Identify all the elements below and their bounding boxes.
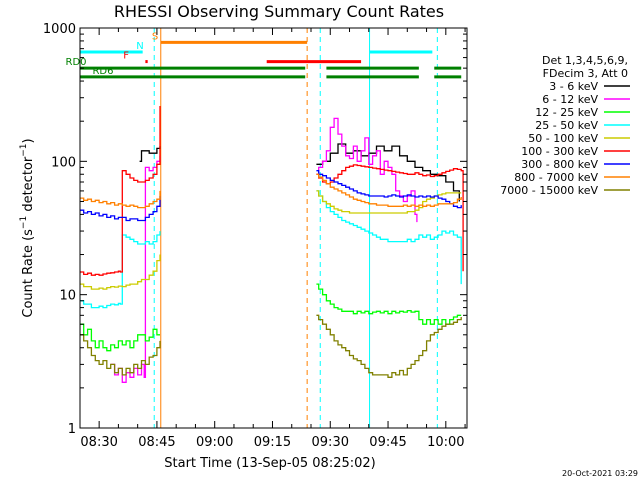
y-axis: 1 10 100 1000 (43, 22, 467, 437)
flag-bar-label: S (152, 31, 158, 42)
legend-entry-label: 800 - 7000 keV (514, 171, 598, 184)
y-tick-label: 1000 (43, 22, 76, 37)
y-tick-label: 10 (59, 289, 76, 304)
x-tick-label: 09:45 (369, 435, 406, 450)
legend-entry-label: 7000 - 15000 keV (500, 184, 598, 197)
y-axis-title-sup1: −1 (19, 216, 29, 229)
x-tick-label: 09:00 (196, 435, 233, 450)
legend-entry-label: 3 - 6 keV (549, 80, 598, 93)
series-line (80, 106, 161, 276)
x-tick-label: 08:30 (80, 435, 117, 450)
y-axis-title: Count Rate (s−1 detector−1) (19, 138, 36, 317)
series-line (316, 170, 462, 209)
plot-frame (79, 27, 468, 429)
series-line (316, 190, 462, 285)
series-line (316, 173, 462, 207)
series-line (316, 164, 464, 272)
x-tick-label: 09:15 (254, 435, 291, 450)
vertical-markers (153, 28, 438, 428)
legend-entry-label: 300 - 800 keV (521, 158, 598, 171)
plot-area: NS F RD0 RD6 (66, 28, 464, 428)
x-tick-label: 08:45 (138, 435, 175, 450)
series-lines (80, 106, 464, 383)
timestamp: 20-Oct-2021 03:29 (562, 469, 638, 478)
series-line (316, 314, 462, 378)
y-axis-title-end: ) (21, 138, 36, 143)
x-tick-label: 10:00 (427, 435, 464, 450)
series-line (80, 254, 161, 290)
flag-bar-label: F (123, 51, 129, 62)
flag-bar-label: RD6 (92, 66, 113, 77)
y-tick-label: 100 (51, 155, 76, 170)
series-line (139, 146, 161, 162)
y-axis-title-mid: detector (21, 156, 36, 216)
flag-bar-label: RD0 (66, 57, 87, 68)
legend-entry-label: 100 - 300 keV (521, 145, 598, 158)
y-axis-title-sup2: −1 (19, 143, 29, 156)
legend: Det 1,3,4,5,6,9,FDecim 3, Att 03 - 6 keV… (500, 54, 630, 197)
legend-header: Det 1,3,4,5,6,9, (542, 54, 628, 67)
y-axis-title-main: Count Rate (s (21, 229, 36, 318)
x-tick-label: 09:30 (312, 435, 349, 450)
x-axis-title: Start Time (13-Sep-05 08:25:02) (164, 456, 375, 471)
legend-entry-label: 25 - 50 keV (535, 119, 598, 132)
series-line (80, 328, 161, 376)
legend-entry-label: 6 - 12 keV (542, 93, 598, 106)
legend-entry-label: 12 - 25 keV (535, 106, 598, 119)
legend-entry-label: 50 - 100 keV (528, 132, 598, 145)
series-line (316, 283, 462, 325)
flag-bar-label: N (136, 41, 143, 52)
legend-header: FDecim 3, Att 0 (543, 67, 628, 80)
series-line (80, 190, 161, 209)
y-tick-label: 1 (68, 422, 76, 437)
series-line (80, 323, 160, 352)
series-line (80, 231, 161, 309)
series-line (80, 196, 161, 222)
chart-title: RHESSI Observing Summary Count Rates (114, 2, 444, 21)
x-axis: 08:30 08:45 09:00 09:15 09:30 09:45 10:00 (80, 28, 466, 450)
flag-bars: NS F RD0 RD6 (66, 31, 462, 79)
